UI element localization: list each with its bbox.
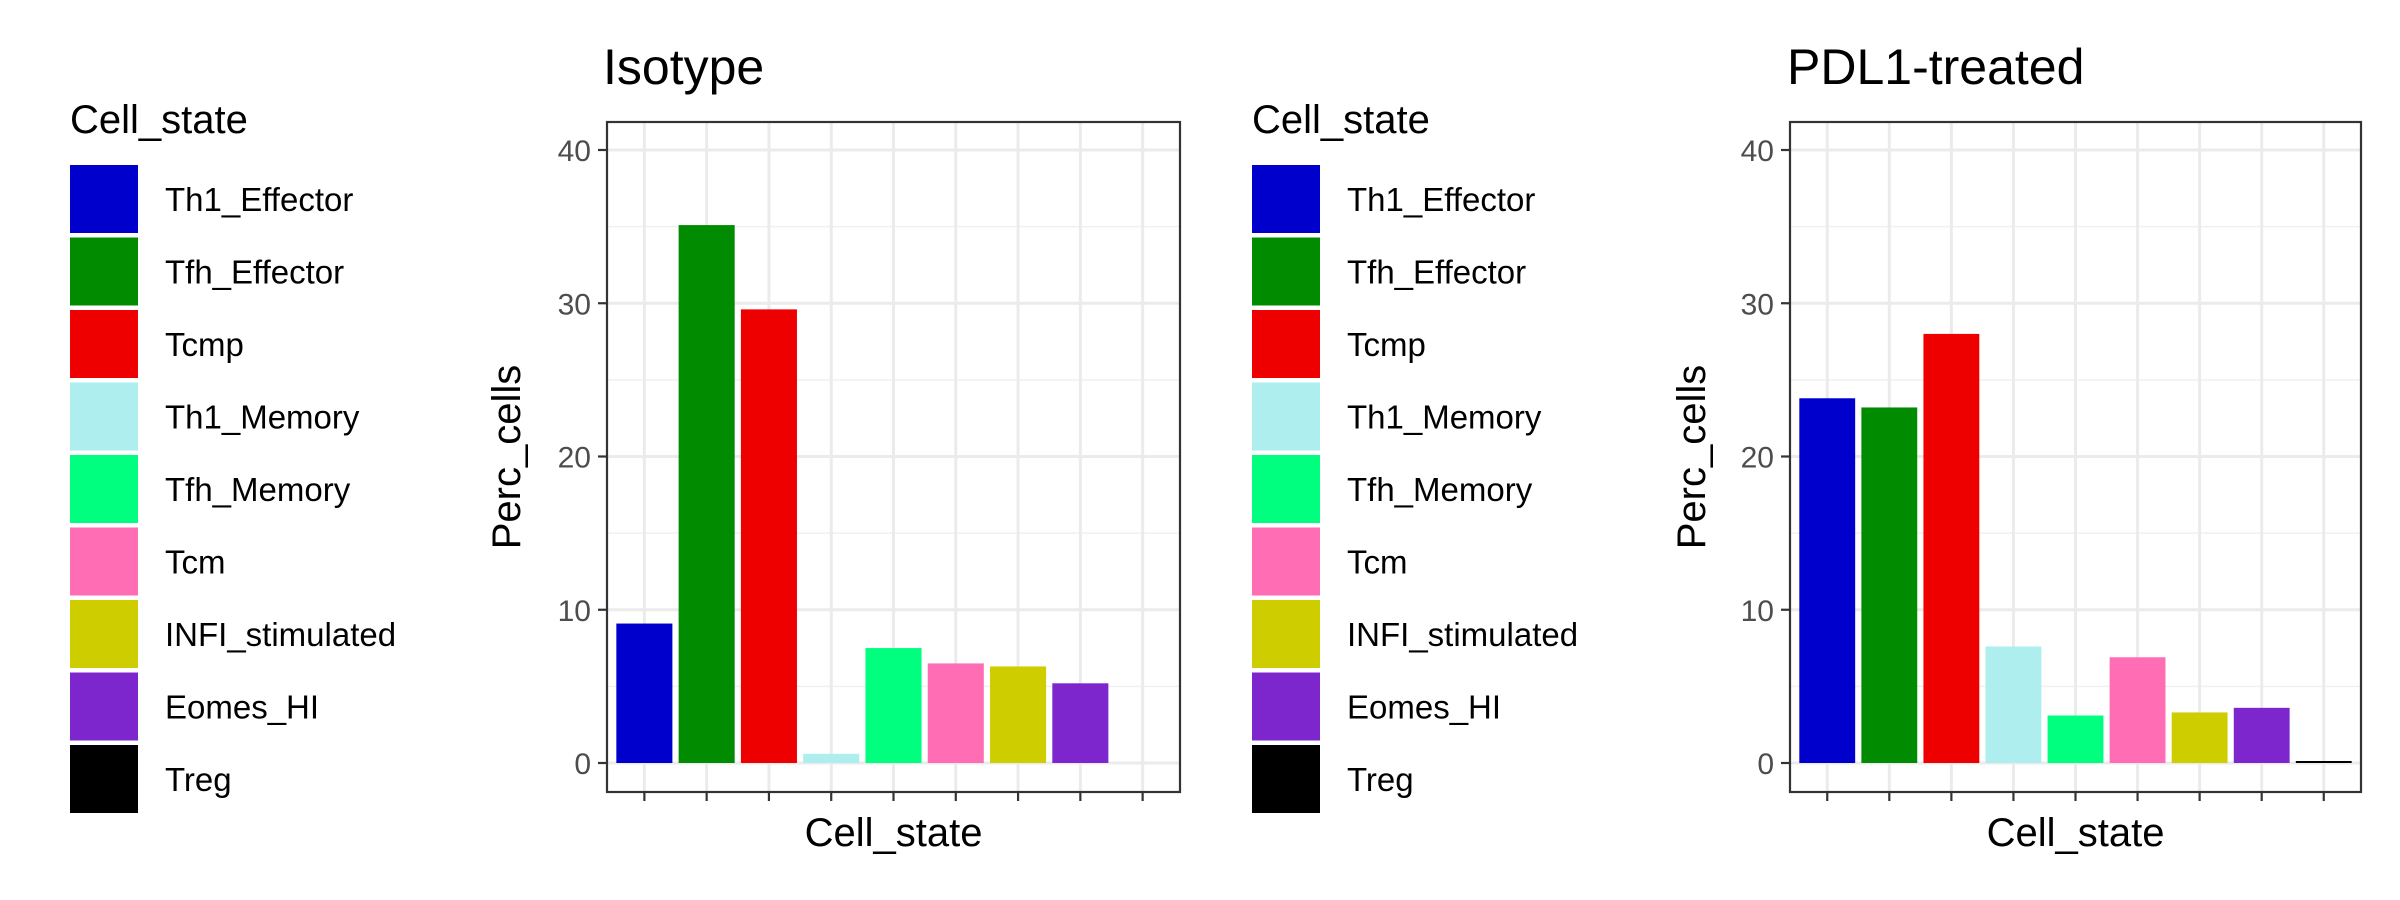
bar <box>1985 646 2042 763</box>
legend-swatch <box>1252 382 1320 451</box>
legend-title: Cell_state <box>70 98 248 142</box>
chart-title: PDL1-treated <box>1787 39 2084 95</box>
legend-title: Cell_state <box>1252 98 1430 142</box>
legend-swatch <box>70 600 138 668</box>
legend-label: Th1_Memory <box>165 399 360 436</box>
y-axis-title: Perc_cells <box>1670 365 1714 550</box>
y-tick-label: 20 <box>1741 442 1774 475</box>
chart-panel-1: Cell_state Th1_Effector Tfh_Effector Tcmp Th… <box>1252 39 2363 855</box>
y-tick-label: 10 <box>558 595 591 628</box>
bar <box>2233 707 2290 763</box>
bar <box>2295 761 2352 763</box>
legend-label: Th1_Effector <box>165 181 353 218</box>
y-tick-label: 0 <box>574 748 591 781</box>
bar <box>2171 712 2228 763</box>
bar <box>1923 333 1980 763</box>
legend-label: INFI_stimulated <box>165 616 396 653</box>
legend-swatch <box>1252 165 1320 233</box>
chart-panel-0: Cell_state Th1_Effector Tfh_Effector Tcmp Th… <box>70 39 1182 855</box>
legend-swatch <box>70 310 138 378</box>
bar <box>927 663 984 763</box>
legend-swatch <box>1252 527 1320 596</box>
y-tick-label: 40 <box>558 135 591 168</box>
legend-swatch <box>1252 672 1320 741</box>
y-axis-title: Perc_cells <box>485 365 529 550</box>
legend-swatch <box>1252 600 1320 668</box>
legend-label: Tfh_Memory <box>1347 471 1533 508</box>
legend-swatch <box>1252 310 1320 378</box>
chart-title: Isotype <box>603 39 764 95</box>
legend-swatch <box>70 165 138 233</box>
legend-swatch <box>1252 745 1320 813</box>
legend-label: Eomes_HI <box>1347 689 1501 726</box>
legend-label: Treg <box>1347 761 1414 798</box>
legend-label: Treg <box>165 761 232 798</box>
bar <box>616 623 673 763</box>
y-tick-label: 40 <box>1741 135 1774 168</box>
legend-swatch <box>70 455 138 523</box>
y-tick-label: 30 <box>558 288 591 321</box>
legend-label: Tcmp <box>165 326 244 363</box>
bar <box>803 753 860 763</box>
bar <box>865 648 922 763</box>
legend-label: Th1_Memory <box>1347 399 1542 436</box>
legend-swatch <box>70 237 138 306</box>
legend-label: Tfh_Effector <box>1347 254 1526 291</box>
legend-label: INFI_stimulated <box>1347 616 1578 653</box>
legend: Cell_state Th1_Effector Tfh_Effector Tcmp Th… <box>1252 98 1578 813</box>
bar <box>1052 683 1109 763</box>
legend-label: Tcm <box>1347 544 1408 581</box>
legend-swatch <box>1252 237 1320 306</box>
legend-swatch <box>70 527 138 596</box>
legend-label: Th1_Effector <box>1347 181 1535 218</box>
x-axis-title: Cell_state <box>1987 811 2165 855</box>
bar <box>1799 398 1856 763</box>
legend-label: Tcmp <box>1347 326 1426 363</box>
bar <box>740 309 797 763</box>
y-tick-label: 0 <box>1757 748 1774 781</box>
legend: Cell_state Th1_Effector Tfh_Effector Tcmp Th… <box>70 98 396 813</box>
legend-label: Tfh_Memory <box>165 471 351 508</box>
legend-label: Tfh_Effector <box>165 254 344 291</box>
bar <box>678 225 735 763</box>
legend-swatch <box>1252 455 1320 523</box>
legend-label: Tcm <box>165 544 226 581</box>
bar <box>2109 657 2166 763</box>
y-tick-label: 10 <box>1741 595 1774 628</box>
legend-swatch <box>70 672 138 741</box>
legend-label: Eomes_HI <box>165 689 319 726</box>
y-tick-label: 20 <box>558 442 591 475</box>
bar <box>990 666 1047 763</box>
legend-swatch <box>70 745 138 813</box>
x-axis-title: Cell_state <box>805 811 983 855</box>
bar <box>2047 715 2104 763</box>
legend-swatch <box>70 382 138 451</box>
bar <box>1861 407 1918 763</box>
y-tick-label: 30 <box>1741 288 1774 321</box>
